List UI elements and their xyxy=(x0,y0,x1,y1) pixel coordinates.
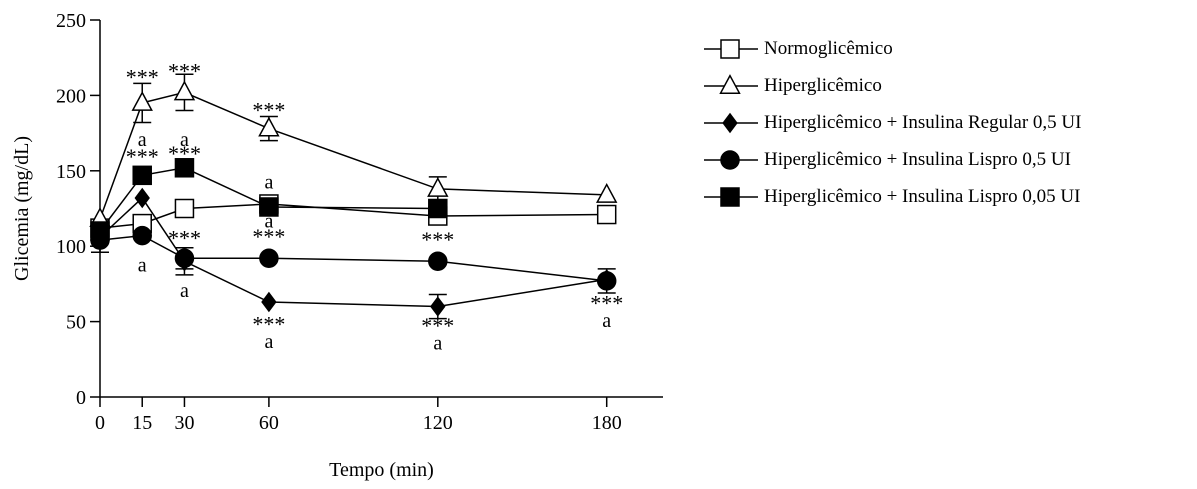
y-axis-title: Glicemia (mg/dL) xyxy=(11,136,33,281)
data-point xyxy=(427,176,449,197)
data-point xyxy=(132,165,152,186)
data-point xyxy=(258,116,280,137)
data-point xyxy=(720,149,740,170)
series-line xyxy=(99,196,607,308)
legend-item-lispro-005: Hiperglicêmico + Insulina Lispro 0,05 UI xyxy=(700,178,1081,215)
legend-item-normoglicemico: Normoglicêmico xyxy=(700,30,1081,67)
annotation-significance: *** xyxy=(252,224,285,249)
y-tick-label: 0 xyxy=(76,387,86,409)
x-tick-label: 180 xyxy=(592,412,622,434)
legend-item-insulina-regular: Hiperglicêmico + Insulina Regular 0,5 UI xyxy=(700,104,1081,141)
legend-label: Normoglicêmico xyxy=(764,37,893,59)
annotation-significance: *** xyxy=(126,64,159,89)
legend: Normoglicêmico Hiperglicêmico Hiperglicê… xyxy=(700,30,1081,215)
legend-item-lispro-05: Hiperglicêmico + Insulina Lispro 0,5 UI xyxy=(700,141,1081,178)
y-tick-label: 150 xyxy=(56,161,86,183)
data-point xyxy=(428,198,448,219)
legend-marker-square-open xyxy=(704,38,758,59)
data-point xyxy=(596,204,617,225)
data-point xyxy=(134,187,150,209)
legend-label: Hiperglicêmico xyxy=(764,74,882,96)
data-point xyxy=(430,296,446,317)
annotation-significance: *** xyxy=(168,58,201,83)
y-tick-label: 100 xyxy=(56,236,86,258)
data-point xyxy=(428,251,448,272)
annotation-letter: a xyxy=(602,310,611,332)
x-tick-label: 0 xyxy=(95,412,105,434)
legend-marker-diamond-filled xyxy=(704,112,758,133)
annotation-letter: a xyxy=(138,254,147,276)
data-point xyxy=(259,248,279,269)
legend-label: Hiperglicêmico + Insulina Lispro 0,5 UI xyxy=(764,148,1071,170)
data-point xyxy=(90,221,110,241)
annotation-significance: *** xyxy=(168,226,201,251)
annotation-layer: ***a***a***a******a***aa******a******a**… xyxy=(126,58,623,354)
legend-marker-triangle-open xyxy=(704,73,758,94)
annotation-letter: a xyxy=(180,280,189,302)
series-3 xyxy=(90,225,617,294)
data-point xyxy=(720,38,740,59)
legend-label: Hiperglicêmico + Insulina Lispro 0,05 UI xyxy=(764,185,1081,207)
data-point xyxy=(174,248,195,269)
data-point xyxy=(720,186,740,207)
x-tick-label: 30 xyxy=(174,412,194,434)
y-tick-label: 250 xyxy=(56,10,86,32)
data-point xyxy=(596,271,617,291)
annotation-letter: a xyxy=(264,331,273,353)
annotation-letter: a xyxy=(264,171,273,193)
data-point xyxy=(131,91,153,111)
data-point xyxy=(174,158,195,178)
x-tick-label: 120 xyxy=(423,412,453,434)
legend-marker-circle-filled xyxy=(704,149,758,170)
annotation-letter: a xyxy=(180,129,189,151)
annotation-significance: *** xyxy=(252,312,285,337)
x-tick-label: 60 xyxy=(259,412,279,434)
data-point xyxy=(173,80,196,101)
data-point xyxy=(174,198,195,219)
legend-marker-square-filled xyxy=(704,186,758,207)
data-point xyxy=(719,73,741,94)
annotation-significance: *** xyxy=(590,291,623,316)
data-point xyxy=(595,182,618,203)
data-point xyxy=(259,197,279,217)
annotation-significance: *** xyxy=(126,144,159,169)
annotation-significance: *** xyxy=(421,313,454,338)
annotation-significance: *** xyxy=(168,141,201,166)
series-4 xyxy=(90,158,448,241)
data-point xyxy=(261,291,277,313)
annotation-letter: a xyxy=(433,333,442,355)
x-axis-ticks: 0 15 30 60 120 180 xyxy=(95,397,622,434)
legend-item-hiperglicemico: Hiperglicêmico xyxy=(700,67,1081,104)
y-axis-ticks: 0 50 100 150 200 250 xyxy=(56,10,100,409)
annotation-significance: *** xyxy=(421,227,454,252)
legend-label: Hiperglicêmico + Insulina Regular 0,5 UI xyxy=(764,111,1082,133)
annotation-significance: *** xyxy=(252,97,285,122)
series-layer xyxy=(89,73,618,320)
data-point xyxy=(722,112,738,133)
y-tick-label: 50 xyxy=(66,312,86,334)
annotation-letter: a xyxy=(138,129,147,151)
x-axis-title: Tempo (min) xyxy=(329,459,434,481)
annotation-letter: a xyxy=(264,211,273,233)
data-point xyxy=(132,225,152,246)
y-tick-label: 200 xyxy=(56,85,86,107)
x-tick-label: 15 xyxy=(132,412,152,434)
